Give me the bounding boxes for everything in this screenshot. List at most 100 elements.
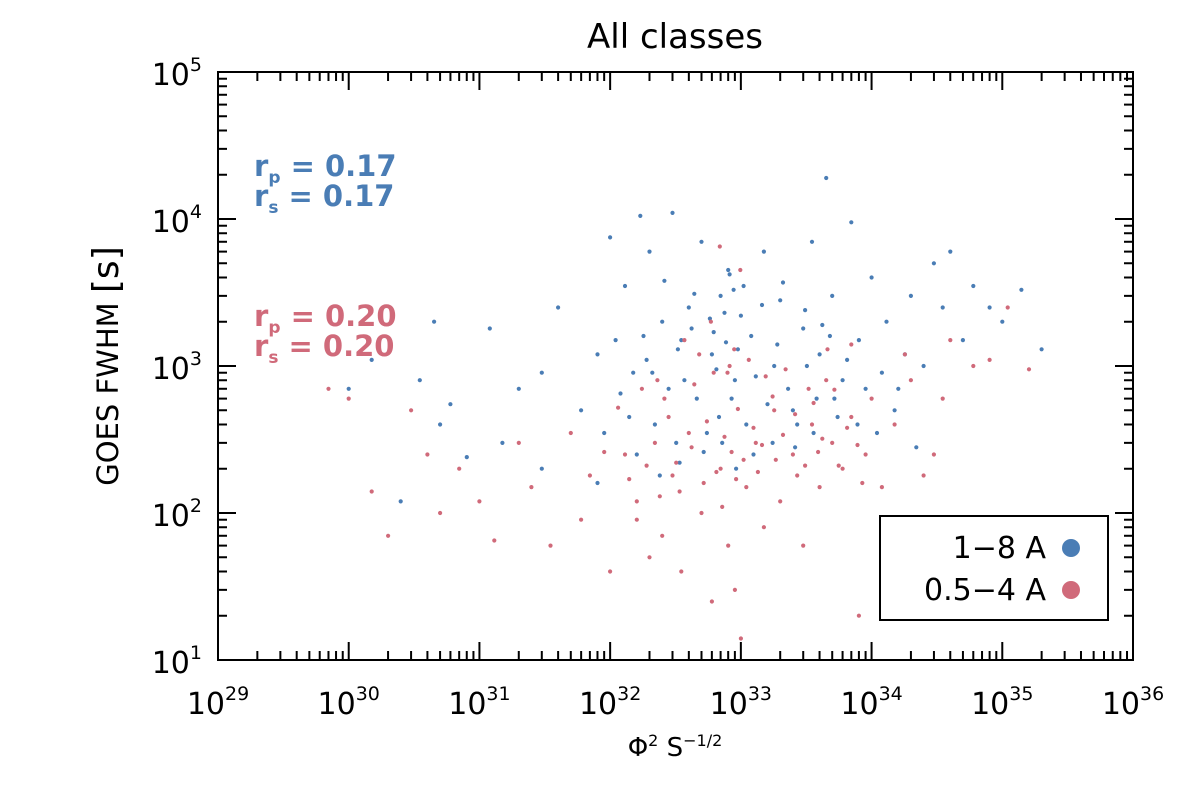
data-point: [795, 473, 800, 478]
data-point: [579, 517, 584, 522]
data-point: [720, 440, 725, 445]
stat-rs-b-label: r: [254, 329, 269, 363]
data-point: [902, 352, 908, 357]
stat-rs-a-label: r: [254, 179, 269, 213]
data-point: [908, 293, 914, 298]
data-point: [746, 357, 751, 362]
data-point: [856, 338, 862, 343]
stat-rp-a-value: = 0.17: [280, 149, 396, 183]
data-point: [716, 414, 722, 420]
data-point: [634, 499, 639, 504]
data-point: [849, 220, 854, 225]
data-point: [634, 517, 639, 522]
data-point: [464, 455, 469, 460]
data-point: [803, 308, 808, 313]
data-point: [830, 440, 835, 445]
stat-rs-a-sub: s: [268, 198, 278, 218]
data-point: [539, 466, 544, 471]
data-point: [780, 280, 786, 285]
x-tick-base: 10: [187, 687, 225, 722]
data-point: [602, 449, 607, 455]
data-point: [718, 466, 723, 471]
data-point: [660, 319, 665, 324]
data-point: [770, 394, 775, 399]
data-point: [608, 235, 613, 240]
data-point: [346, 386, 351, 391]
data-point: [679, 338, 684, 343]
data-point: [516, 386, 521, 391]
data-point: [806, 386, 811, 391]
legend-marker-series-a: [1062, 539, 1080, 557]
data-point: [694, 396, 699, 401]
data-point: [639, 386, 645, 391]
data-point: [804, 363, 810, 369]
data-point: [1000, 319, 1005, 324]
data-point: [825, 347, 830, 352]
data-point: [835, 414, 840, 420]
data-point: [689, 445, 694, 450]
stat-rs-b: rs = 0.20: [254, 329, 394, 368]
data-point: [786, 386, 791, 391]
data-point: [820, 436, 825, 441]
data-point: [845, 425, 850, 430]
data-point: [971, 283, 976, 289]
x-tick-base: 10: [971, 687, 1009, 722]
x-tick-label: 1032: [579, 683, 641, 722]
data-point: [638, 213, 643, 218]
data-point: [697, 352, 702, 357]
data-point: [809, 239, 815, 244]
stat-rp-b: rp = 0.20: [254, 299, 397, 338]
x-axis-label-base: Φ: [628, 733, 648, 763]
data-point: [622, 283, 628, 289]
data-point: [732, 587, 738, 593]
data-point: [595, 480, 600, 486]
data-point: [855, 422, 860, 427]
data-point: [738, 267, 743, 273]
data-point: [793, 445, 798, 450]
data-point: [699, 510, 704, 516]
data-point: [492, 538, 497, 543]
data-point: [409, 408, 414, 413]
data-point: [425, 452, 430, 457]
data-point: [772, 363, 777, 369]
data-point: [662, 278, 667, 283]
data-point: [727, 272, 732, 277]
x-tick-label: 1033: [710, 683, 772, 722]
data-point: [940, 396, 945, 401]
data-point: [840, 466, 845, 471]
stat-rs-b-value: = 0.20: [278, 329, 394, 363]
data-point: [679, 569, 684, 574]
data-point: [840, 378, 845, 383]
data-point: [884, 319, 889, 324]
data-point: [773, 457, 778, 462]
data-point: [548, 543, 553, 548]
y-tick-exp: 3: [190, 348, 202, 370]
legend-label-series-a: 1−8 A: [953, 531, 1047, 566]
data-point: [921, 473, 926, 478]
stat-rp-a-sub: p: [268, 168, 280, 188]
data-point: [666, 386, 671, 391]
data-point: [618, 391, 623, 396]
data-point: [727, 363, 732, 369]
data-point: [627, 477, 632, 482]
data-point: [751, 425, 756, 430]
data-point: [892, 408, 897, 413]
data-point: [753, 440, 758, 445]
data-point: [704, 419, 710, 424]
y-axis-label-text: GOES FWHM: [91, 293, 125, 486]
data-point: [720, 504, 725, 509]
data-point: [448, 402, 453, 407]
data-point: [457, 466, 462, 471]
x-tick-exp: 35: [1009, 683, 1033, 705]
data-point: [874, 430, 880, 436]
x-axis-label-exp2: −1/2: [683, 731, 722, 750]
data-point: [732, 347, 737, 352]
y-tick-label: 101: [152, 642, 202, 681]
chart-title: All classes: [587, 17, 763, 57]
data-point: [940, 305, 945, 310]
x-tick-base: 10: [318, 687, 356, 722]
data-point: [652, 422, 658, 427]
data-point: [714, 367, 719, 372]
data-point: [417, 378, 422, 383]
x-tick-base: 10: [710, 687, 748, 722]
